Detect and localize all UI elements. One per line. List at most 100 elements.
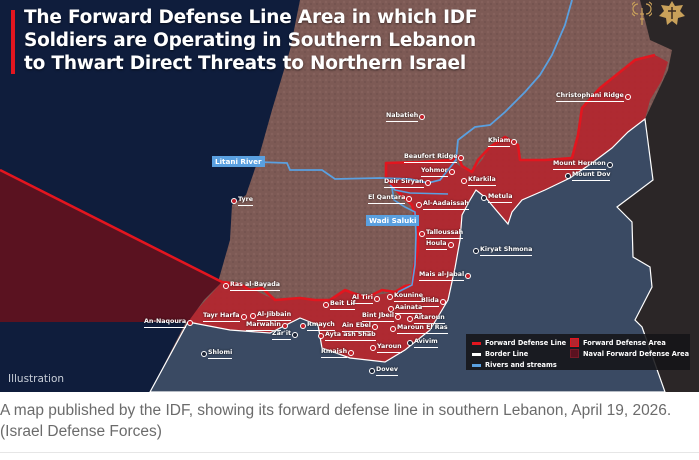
place-name: Kiryat Shmona [480, 246, 533, 256]
place-label: Dovev [369, 366, 399, 376]
place-label: Ayta ash Shab [318, 331, 376, 341]
place-name: Bint Jbeil [362, 312, 395, 322]
map-image: The Forward Defense Line Area in which I… [0, 0, 699, 392]
place-name: Metula [488, 193, 513, 203]
title-line: Soldiers are Operating in Southern Leban… [24, 30, 477, 51]
location-dot-icon [240, 313, 247, 320]
place-name: Shlomi [208, 349, 233, 359]
naval-forward-defense-area [0, 170, 222, 322]
place-name: Tayr Harfa [203, 312, 240, 322]
syria-region [617, 0, 699, 392]
location-dot-icon [565, 172, 571, 179]
place-name: Tyre [238, 196, 254, 206]
place-label: An-Naqoura [144, 318, 194, 328]
place-label: Christophani Ridge [556, 92, 631, 102]
legend-item-forward-defense-area: Forward Defense Area [570, 338, 666, 347]
location-dot-icon [369, 367, 375, 374]
place-label: Mais al-Jabal [419, 271, 472, 281]
place-name: Kounine [394, 292, 423, 302]
location-dot-icon [370, 344, 376, 351]
wadi-saluki-label: Wadi Saluki [366, 215, 420, 226]
israel-region [149, 117, 666, 392]
place-label: Al-Aadaissah [416, 200, 469, 210]
maroon-area-swatch-icon [570, 349, 579, 358]
place-name: Mount Dov [572, 171, 611, 181]
place-label: Zar'it [272, 330, 299, 340]
place-name: An-Naqoura [144, 318, 187, 328]
place-label: Yaroun [370, 343, 402, 353]
place-label: Rmaych [300, 321, 335, 331]
forward-defense-line-sea [0, 168, 223, 284]
location-dot-icon [388, 305, 394, 312]
title-accent-bar [11, 10, 15, 74]
place-name: Deir Siryan [384, 178, 424, 188]
legend-label: Forward Defense Area [583, 338, 666, 347]
legend-item-border-line: Border Line [472, 350, 528, 358]
red-area-swatch-icon [570, 338, 579, 347]
location-dot-icon [416, 201, 422, 208]
place-name: El Qantara [368, 194, 406, 204]
location-dot-icon [281, 322, 288, 329]
location-dot-icon [395, 313, 402, 320]
place-label: Aainata [388, 304, 423, 314]
location-dot-icon [448, 168, 455, 175]
place-label: Ras al-Bayada [223, 281, 281, 291]
title-line: The Forward Defense Line Area in which I… [24, 7, 478, 28]
place-name: Nabatieh [386, 112, 419, 122]
place-name: Beit Lif [330, 300, 356, 310]
place-name: Talloussah [426, 229, 464, 239]
place-label: Shlomi [201, 349, 233, 359]
place-label: Blida [421, 297, 446, 307]
location-dot-icon [387, 293, 393, 300]
place-label: Kfarkila [461, 176, 496, 186]
location-dot-icon [407, 339, 413, 346]
place-label: Tayr Harfa [203, 312, 247, 322]
place-name: Kfarkila [468, 176, 496, 186]
location-dot-icon [481, 194, 487, 201]
place-name: Mais al-Jabal [419, 271, 465, 281]
illustration-watermark: Illustration [8, 373, 65, 385]
place-label: Aitaroun [407, 314, 445, 324]
place-name: Blida [421, 297, 439, 307]
caption-credit: (Israel Defense Forces) [0, 423, 162, 440]
location-dot-icon [201, 350, 207, 357]
place-label: Tyre [231, 196, 254, 206]
place-name: Avivim [414, 338, 438, 348]
place-label: Beaufort Ridge [404, 153, 465, 163]
red-line-swatch-icon [472, 341, 481, 345]
location-dot-icon [300, 322, 306, 329]
legend-label: Rivers and streams [485, 361, 557, 369]
place-label: Metula [481, 193, 513, 203]
place-label: El Qantara [368, 194, 413, 204]
place-name: Houla [426, 240, 447, 250]
location-dot-icon [318, 332, 324, 339]
location-dot-icon [606, 161, 613, 168]
place-name: Khiam [488, 137, 511, 147]
white-line-swatch-icon [472, 352, 481, 356]
location-dot-icon [624, 93, 631, 100]
place-label: Mount Dov [565, 171, 611, 181]
location-dot-icon [461, 177, 467, 184]
idf-spokesperson-logo-icon [632, 1, 652, 25]
location-dot-icon [465, 272, 472, 279]
legend-item-rivers: Rivers and streams [472, 361, 557, 369]
location-dot-icon [371, 323, 378, 330]
image-caption: A map published by the IDF, showing its … [0, 400, 699, 442]
idf-emblem-icon [659, 1, 685, 25]
place-name: Rmaish [321, 348, 348, 358]
place-label: Maroun El Ras [390, 324, 448, 334]
location-dot-icon [473, 247, 479, 254]
location-dot-icon [292, 331, 299, 338]
legend-label: Naval Forward Defense Area [583, 349, 690, 358]
map-graphic [0, 0, 699, 392]
place-name: Maroun El Ras [397, 324, 448, 334]
place-name: Rmaych [307, 321, 335, 331]
location-dot-icon [231, 197, 237, 204]
location-dot-icon [323, 301, 329, 308]
place-label: Al Tiri [352, 294, 380, 304]
location-dot-icon [439, 298, 446, 305]
place-label: Beit Lif [323, 300, 356, 310]
litani-river-label: Litani River [212, 156, 265, 167]
map-legend: Forward Defense Line Border Line Rivers … [466, 334, 690, 370]
place-name: Aainata [395, 304, 423, 314]
